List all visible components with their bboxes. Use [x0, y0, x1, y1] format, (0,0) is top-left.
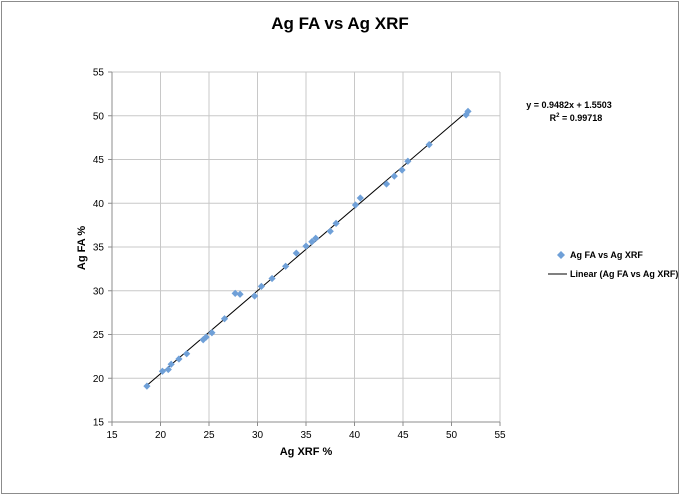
x-tick-label: 30: [252, 430, 264, 441]
chart-title: Ag FA vs Ag XRF: [271, 14, 409, 33]
data-point: [164, 365, 172, 374]
data-points: [143, 107, 472, 390]
y-tick-label: 25: [93, 330, 105, 341]
data-point: [143, 382, 151, 390]
data-point: [302, 242, 310, 250]
data-point: [351, 201, 360, 209]
legend-trendline-label: Linear (Ag FA vs Ag XRF): [570, 269, 678, 279]
equation-text: y = 0.9482x + 1.5503: [526, 100, 612, 110]
x-tick-label: 25: [203, 430, 215, 441]
y-tick-label: 30: [93, 286, 105, 297]
data-point: [308, 238, 316, 246]
y-tick-label: 15: [93, 418, 105, 429]
data-point: [231, 289, 239, 297]
x-tick-label: 20: [155, 430, 167, 441]
x-tick-label: 55: [494, 430, 506, 441]
x-tick-label: 35: [300, 430, 312, 441]
legend-diamond-marker: [557, 251, 565, 259]
y-tick-label: 40: [93, 199, 105, 210]
r2-text: R2 = 0.99718: [550, 113, 603, 123]
trendline-equation: y = 0.9482x + 1.5503 R2 = 0.99718: [526, 100, 612, 123]
y-tick-label: 20: [93, 374, 105, 385]
data-point: [167, 360, 175, 368]
data-point: [292, 249, 300, 257]
data-point: [282, 262, 290, 270]
data-point: [332, 219, 340, 227]
r2-value: = 0.99718: [560, 113, 603, 123]
data-point: [220, 315, 229, 323]
y-tick-label: 50: [93, 111, 105, 122]
data-point: [326, 227, 334, 235]
y-tick-label: 35: [93, 243, 105, 254]
r2-label: R: [550, 113, 557, 123]
x-tick-label: 45: [397, 430, 409, 441]
data-point: [462, 111, 470, 119]
data-point: [257, 282, 265, 290]
data-point: [202, 333, 210, 341]
y-axis-title: Ag FA %: [76, 226, 88, 270]
data-point: [390, 172, 398, 180]
legend: Ag FA vs Ag XRF Linear (Ag FA vs Ag XRF): [548, 250, 678, 279]
data-point: [236, 290, 244, 298]
data-point: [158, 367, 167, 375]
legend-series-label: Ag FA vs Ag XRF: [570, 250, 643, 260]
y-tick-label: 55: [93, 68, 105, 79]
data-point: [208, 329, 216, 337]
data-point: [404, 157, 412, 165]
data-point: [250, 292, 259, 300]
data-point: [382, 180, 391, 188]
data-point: [268, 274, 276, 283]
x-tick-label: 15: [106, 430, 118, 441]
data-point: [175, 355, 183, 363]
x-tick-label: 40: [349, 430, 361, 441]
y-tick-label: 45: [93, 155, 105, 166]
x-tick-label: 50: [446, 430, 458, 441]
data-point: [398, 166, 406, 174]
data-point: [356, 194, 364, 202]
axes: [108, 71, 501, 426]
y-tick-labels: 15 20 25 30 35 40 45 50 55: [93, 68, 105, 429]
data-point: [183, 350, 191, 358]
data-point: [464, 107, 472, 115]
x-tick-labels: 15 20 25 30 35 40 45 50 55: [106, 430, 506, 441]
x-axis-title: Ag XRF %: [280, 446, 333, 458]
data-point: [425, 141, 433, 149]
data-point: [312, 234, 320, 242]
r2-sup: 2: [556, 113, 560, 119]
